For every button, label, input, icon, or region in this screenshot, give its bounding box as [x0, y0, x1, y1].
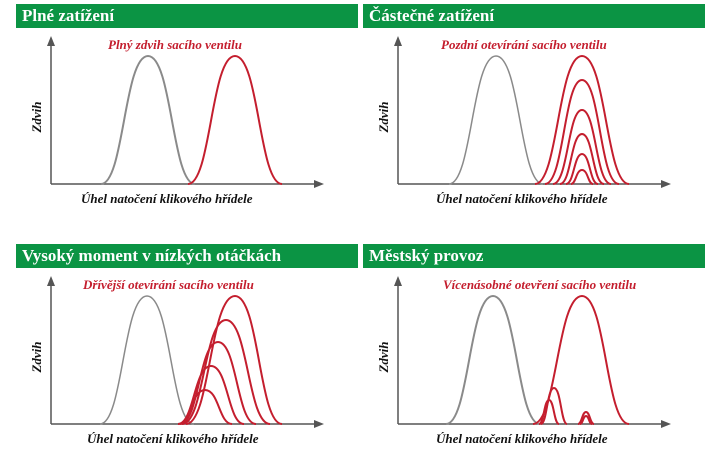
- y-axis-arrow: [394, 276, 402, 286]
- x-axis-label: Úhel natočení klikového hřídele: [436, 191, 608, 206]
- intake-valve-curve: [577, 410, 595, 425]
- x-axis-arrow: [314, 420, 324, 428]
- lift-diagram: [394, 276, 671, 428]
- exhaust-valve-curve: [445, 294, 541, 425]
- intake-valve-curve: [570, 168, 594, 185]
- intake-valve-curve: [565, 152, 599, 185]
- intake-valve-curve: [544, 78, 620, 185]
- panel-subtitle: Dřívější otevírání sacího ventilu: [83, 277, 254, 292]
- x-axis-arrow: [661, 420, 671, 428]
- intake-valve-curve: [534, 54, 630, 185]
- exhaust-valve-curve: [99, 295, 195, 425]
- intake-valve-curve: [579, 414, 593, 425]
- lift-diagram: [47, 276, 324, 428]
- intake-valve-curve: [179, 340, 257, 425]
- panel-title: Městský provoz: [363, 244, 705, 268]
- x-axis-arrow: [314, 180, 324, 188]
- intake-valve-curve: [559, 132, 605, 185]
- intake-valve-curve: [177, 388, 233, 425]
- exhaust-valve-curve: [448, 55, 544, 185]
- x-axis-label: Úhel natočení klikového hřídele: [436, 431, 608, 446]
- intake-valve-curve: [181, 318, 271, 425]
- panel-partial-load: Částečné zatížení Pozdní otevírání sacíh…: [363, 4, 705, 224]
- intake-valve-curve: [540, 386, 568, 425]
- exhaust-valve-curve: [100, 54, 196, 185]
- x-axis-label: Úhel natočení klikového hřídele: [81, 191, 253, 206]
- panel-city-driving: Městský provoz Vícenásobné otevření sací…: [363, 244, 705, 464]
- panel-title: Částečné zatížení: [363, 4, 705, 28]
- panel-subtitle: Plný zdvih sacího ventilu: [108, 37, 242, 52]
- y-axis-arrow: [394, 36, 402, 46]
- lift-diagram: [394, 36, 671, 188]
- panel-title: Plné zatížení: [16, 4, 358, 28]
- y-axis-arrow: [47, 276, 55, 286]
- panel-subtitle: Pozdní otevírání sacího ventilu: [441, 37, 607, 52]
- intake-valve-curve: [552, 108, 612, 185]
- x-axis-arrow: [661, 180, 671, 188]
- panel-title: Vysoký moment v nízkých otáčkách: [16, 244, 358, 268]
- lift-diagram: [47, 36, 324, 188]
- intake-valve-curve: [538, 398, 560, 425]
- x-axis-label: Úhel natočení klikového hřídele: [87, 431, 259, 446]
- panel-subtitle: Vícenásobné otevření sacího ventilu: [443, 277, 637, 292]
- intake-valve-curve: [185, 294, 283, 425]
- intake-valve-curve: [187, 54, 283, 185]
- panel-high-torque-low-rpm: Vysoký moment v nízkých otáčkách Dřívějš…: [16, 244, 358, 464]
- y-axis-arrow: [47, 36, 55, 46]
- panel-full-load: Plné zatížení Plný zdvih sacího ventilu …: [16, 4, 358, 224]
